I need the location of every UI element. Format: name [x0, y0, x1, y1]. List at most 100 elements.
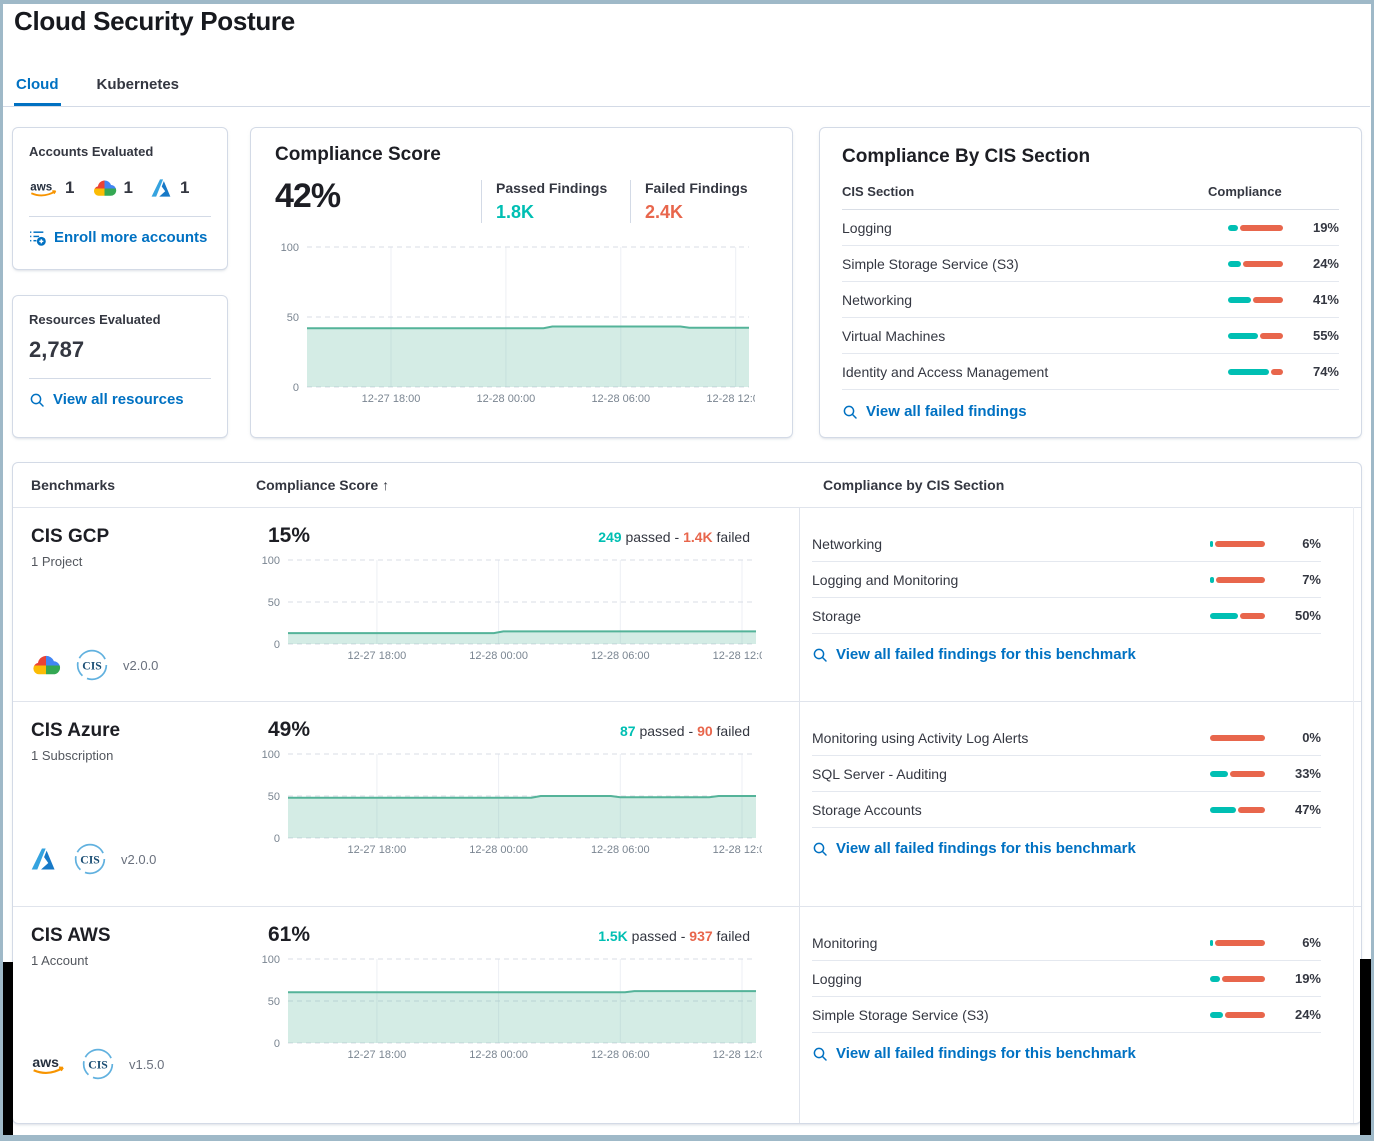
- cis-section-row: Storage 50%: [812, 598, 1321, 634]
- magnifier-icon: [812, 647, 828, 663]
- compliance-bar: [1210, 939, 1265, 946]
- passed-failed-summary: 1.5K passed - 937 failed: [598, 928, 750, 944]
- failed-count: 1.4K: [683, 529, 713, 545]
- svg-text:CIS: CIS: [82, 659, 101, 672]
- failed-count: 90: [697, 723, 713, 739]
- azure-account-count: 1: [179, 178, 190, 197]
- compliance-score-card: Compliance Score 42% Passed Findings 1.8…: [250, 127, 793, 438]
- view-failed-benchmark-link[interactable]: View all failed findings for this benchm…: [812, 1045, 1361, 1062]
- section-pct: 24%: [1312, 256, 1339, 271]
- cis-gcp-trend-chart: 0 50 100 12-27 18:00 12-28 00:00 12-28 06:00 1…: [256, 554, 772, 664]
- resources-evaluated-title: Resources Evaluated: [29, 312, 161, 327]
- benchmark-score-column: 15% 249 passed - 1.4K failed 0 50 100 12-27…: [256, 508, 799, 701]
- passed-failed-summary: 87 passed - 90 failed: [619, 723, 750, 739]
- svg-text:12-28 00:00: 12-28 00:00: [477, 393, 536, 405]
- compliance-bar: [1228, 296, 1283, 303]
- section-label: Logging and Monitoring: [812, 571, 959, 588]
- benchmark-logos: aws CIS v1.5.0: [31, 1047, 164, 1081]
- magnifier-icon: [812, 1046, 828, 1062]
- accounts-evaluated-title: Accounts Evaluated: [29, 144, 154, 159]
- provider-counts: aws 1 1 1: [29, 175, 211, 201]
- section-pct: 50%: [1294, 608, 1321, 623]
- view-failed-benchmark-link[interactable]: View all failed findings for this benchm…: [812, 840, 1361, 857]
- aws-icon: aws: [31, 1053, 67, 1076]
- gcp-account: 1: [92, 178, 133, 199]
- benchmark-score-column: 61% 1.5K passed - 937 failed 0 50 100 12-27…: [256, 907, 799, 1123]
- passed-failed-summary: 249 passed - 1.4K failed: [598, 529, 750, 545]
- svg-text:0: 0: [274, 1038, 280, 1050]
- svg-text:aws: aws: [32, 1054, 59, 1070]
- svg-text:CIS: CIS: [88, 1058, 107, 1071]
- svg-text:12-27 18:00: 12-27 18:00: [362, 393, 421, 405]
- benchmark-version: v1.5.0: [129, 1056, 165, 1072]
- view-all-resources-link[interactable]: View all resources: [29, 391, 211, 408]
- view-failed-label: View all failed findings: [866, 403, 1027, 420]
- tab-cloud[interactable]: Cloud: [14, 68, 61, 106]
- view-failed-benchmark-link[interactable]: View all failed findings for this benchm…: [812, 646, 1361, 663]
- benchmark-version: v2.0.0: [121, 851, 157, 867]
- divider: [29, 378, 211, 379]
- section-label: SQL Server - Auditing: [812, 765, 947, 782]
- enroll-more-accounts-link[interactable]: Enroll more accounts: [29, 229, 211, 246]
- section-label: Identity and Access Management: [842, 363, 1049, 380]
- svg-text:100: 100: [262, 954, 280, 966]
- passed-count: 1.5K: [598, 928, 628, 944]
- cis-logo-icon: CIS: [75, 648, 109, 682]
- compliance-score-sort-header[interactable]: Compliance Score ↑: [256, 477, 811, 493]
- section-pct: 74%: [1312, 364, 1339, 379]
- compliance-bar: [1210, 770, 1265, 777]
- section-pct: 55%: [1312, 328, 1339, 343]
- table-inner-divider: [1353, 507, 1354, 1123]
- section-pct: 6%: [1302, 536, 1321, 551]
- svg-text:0: 0: [274, 833, 280, 845]
- benchmark-row-cis-gcp: CIS GCP 1 Project CIS v2.0.0 15% 249 pas…: [13, 507, 1361, 701]
- view-failed-benchmark-label: View all failed findings for this benchm…: [836, 646, 1136, 663]
- compliance-score-value: 42%: [275, 177, 341, 215]
- view-failed-benchmark-label: View all failed findings for this benchm…: [836, 840, 1136, 857]
- magnifier-icon: [29, 392, 45, 408]
- section-pct: 24%: [1294, 1007, 1321, 1022]
- benchmark-score: 61%: [268, 923, 311, 946]
- tab-bar: Cloud Kubernetes: [0, 68, 1370, 107]
- failed-findings-stat: Failed Findings 2.4K: [630, 180, 748, 223]
- cis-logo-icon: CIS: [81, 1047, 115, 1081]
- svg-text:50: 50: [268, 791, 280, 803]
- svg-text:12-28 06:00: 12-28 06:00: [591, 844, 650, 856]
- screen-artifact-right: [1360, 959, 1371, 1135]
- svg-text:12-28 12:00: 12-28 12:00: [713, 844, 762, 856]
- svg-text:0: 0: [274, 639, 280, 651]
- compliance-bar: [1228, 368, 1283, 375]
- cis-section-row: Storage Accounts 47%: [812, 792, 1321, 828]
- section-pct: 6%: [1302, 935, 1321, 950]
- section-pct: 33%: [1294, 766, 1321, 781]
- sort-ascending-icon: ↑: [382, 477, 390, 493]
- benchmark-subtitle: 1 Project: [31, 554, 83, 569]
- compliance-bar: [1210, 576, 1265, 583]
- section-label: Networking: [842, 291, 913, 308]
- tab-kubernetes[interactable]: Kubernetes: [96, 76, 180, 93]
- benchmark-name: CIS GCP: [31, 526, 110, 547]
- section-label: Storage: [812, 607, 862, 624]
- benchmark-logos: CIS v2.0.0: [31, 842, 156, 876]
- passed-findings-label: Passed Findings: [496, 180, 608, 196]
- cis-section-row: Logging 19%: [812, 961, 1321, 997]
- cis-section-row: Logging and Monitoring 7%: [812, 562, 1321, 598]
- azure-account: 1: [151, 178, 189, 198]
- benchmark-sections-column: Monitoring 6% Logging 19% Simple Storage…: [799, 907, 1361, 1123]
- benchmark-score-column: 49% 87 passed - 90 failed 0 50 100 12-27 18…: [256, 702, 799, 906]
- cis-section-row: SQL Server - Auditing 33%: [812, 756, 1321, 792]
- cis-table-header: CIS Section Compliance: [842, 184, 1339, 210]
- cis-section-column-header: Compliance by CIS Section: [823, 477, 1005, 493]
- svg-text:100: 100: [281, 242, 299, 254]
- gcp-icon: [92, 178, 117, 199]
- failed-count: 937: [689, 928, 713, 944]
- passed-findings-value: 1.8K: [496, 202, 535, 222]
- compliance-bar: [1210, 1011, 1265, 1018]
- svg-text:12-28 00:00: 12-28 00:00: [469, 1049, 528, 1061]
- section-label: Storage Accounts: [812, 801, 922, 818]
- svg-text:12-28 06:00: 12-28 06:00: [591, 650, 650, 662]
- aws-account-count: 1: [65, 178, 75, 197]
- magnifier-icon: [842, 404, 858, 420]
- view-all-failed-findings-link[interactable]: View all failed findings: [842, 403, 1339, 420]
- benchmark-version: v2.0.0: [123, 657, 159, 673]
